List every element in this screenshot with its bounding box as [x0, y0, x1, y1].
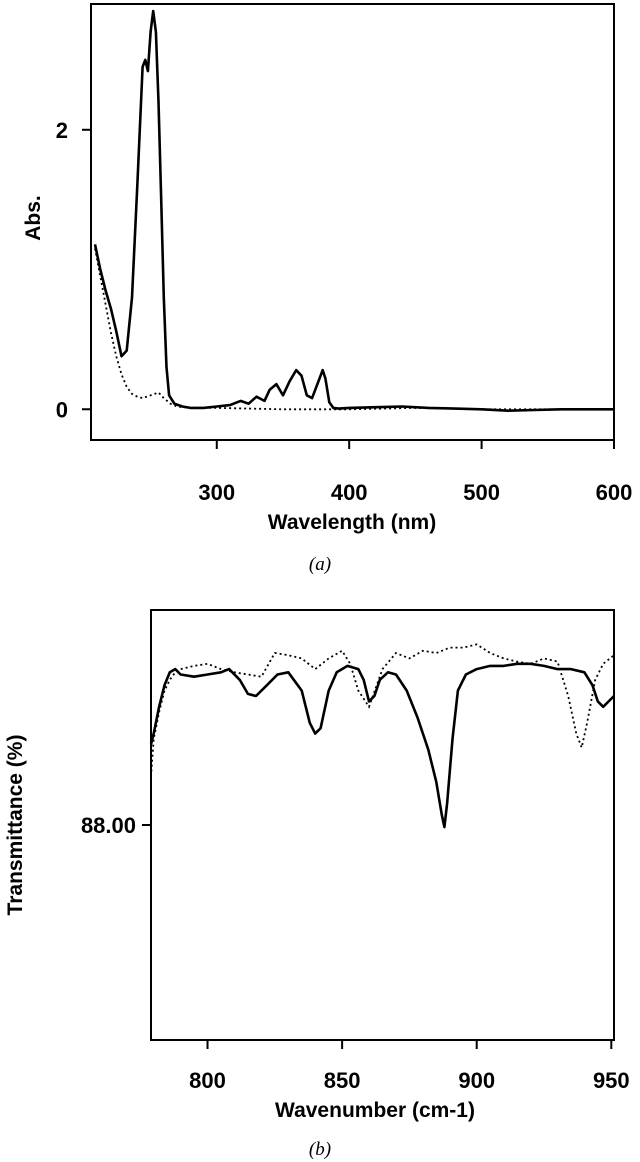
chart-b-x-tick-label: 850 [324, 1068, 361, 1093]
chart-a-series-line-dotted [94, 248, 614, 411]
chart-a-x-tick-label: 500 [463, 480, 500, 505]
chart-a-x-ticks: 300 400 500 600 [198, 440, 632, 505]
chart-a-y-axis-label: Abs. [22, 195, 45, 241]
chart-a-x-tick-label: 600 [596, 480, 633, 505]
chart-b-x-axis-label: Wavenumber (cm-1) [275, 1099, 475, 1122]
chart-b-x-tick-label: 950 [593, 1068, 630, 1093]
chart-a-panel-label: (a) [309, 554, 331, 575]
chart-b-series-line-solid [149, 662, 615, 829]
chart-a: 02 300 400 500 600 Wavelength (nm) Abs. (a) [22, 3, 632, 575]
chart-b-y-tick-label: 88.00 [81, 813, 136, 838]
chart-b: 88.00 800 850 900 950 Wavenumber (cm-1) Tra… [4, 609, 630, 1160]
chart-b-x-ticks: 800 850 900 950 [189, 1040, 630, 1093]
chart-a-x-tick-label: 300 [198, 480, 235, 505]
chart-b-y-axis-label: Transmittance (%) [4, 735, 27, 916]
chart-b-x-tick-label: 800 [189, 1068, 226, 1093]
chart-b-x-tick-label: 900 [458, 1068, 495, 1093]
chart-a-series [93, 9, 614, 412]
chart-b-y-ticks: 88.00 [81, 813, 151, 838]
chart-a-frame [90, 3, 615, 441]
chart-a-x-tick-label: 400 [331, 480, 368, 505]
chart-b-series-line-dotted [150, 643, 615, 777]
chart-b-panel-label: (b) [309, 1139, 331, 1160]
chart-a-series-line-solid [93, 9, 614, 412]
chart-a-y-ticks: 02 [56, 118, 91, 422]
chart-b-series [149, 643, 615, 829]
chart-a-x-axis-label: Wavelength (nm) [268, 511, 436, 534]
chart-a-y-tick-label: 0 [56, 397, 68, 422]
chart-b-frame [150, 609, 615, 1041]
chart-a-y-tick-label: 2 [56, 118, 68, 143]
